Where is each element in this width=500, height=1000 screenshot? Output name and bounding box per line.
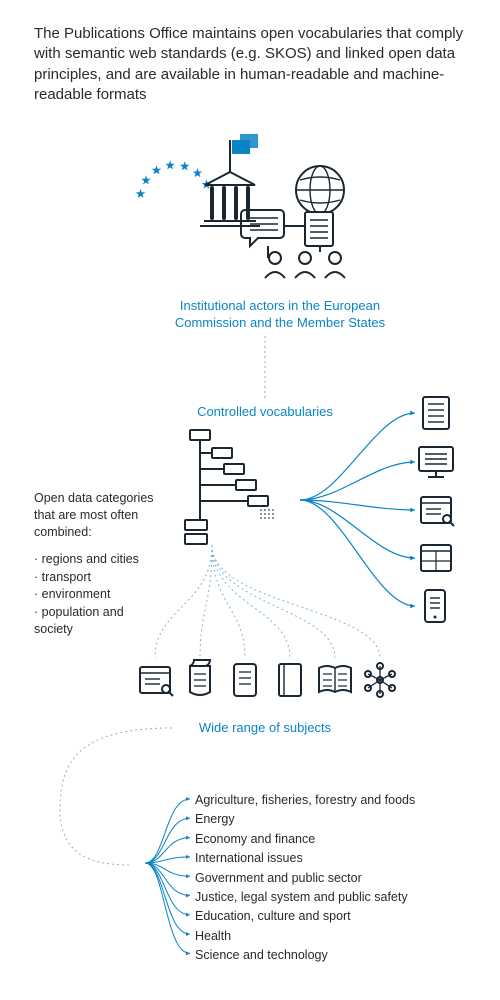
- diagram-svg: [0, 0, 500, 1000]
